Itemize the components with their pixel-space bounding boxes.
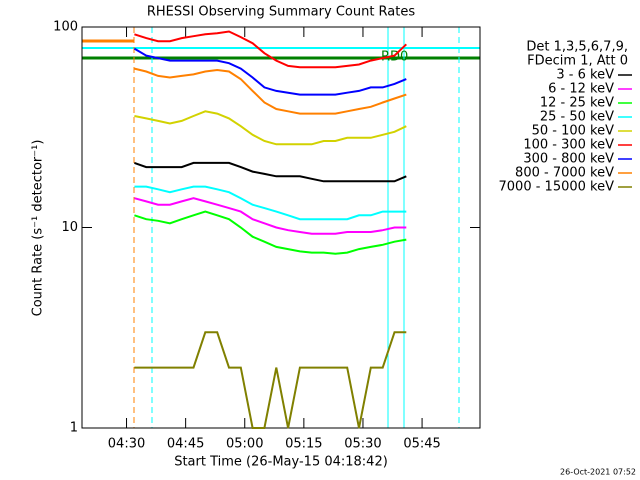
x-tick-label: 05:15	[285, 437, 322, 452]
series-line	[134, 110, 407, 146]
series-line	[133, 47, 407, 96]
legend-label: 800 - 7000 keV	[515, 166, 614, 181]
legend-label: 7000 - 15000 keV	[499, 180, 615, 195]
footer: 26-Oct-2021 07:52	[560, 468, 636, 477]
legend-label: 3 - 6 keV	[556, 68, 614, 83]
x-tick-label: 05:30	[344, 437, 381, 452]
x-tick-label: 05:00	[226, 437, 263, 452]
legend-label: 6 - 12 keV	[548, 82, 614, 97]
series-line	[134, 67, 407, 115]
legend-label: 50 - 100 keV	[532, 124, 615, 139]
y-tick-label: 1	[70, 421, 78, 436]
y-tick-label: 10	[61, 220, 78, 235]
x-tick-label: 04:45	[167, 437, 204, 452]
legend-label: 300 - 800 keV	[523, 152, 614, 167]
x-tick-label: 05:45	[403, 437, 440, 452]
legend-label: 12 - 25 keV	[540, 96, 614, 111]
x-tick-label: 04:30	[108, 437, 145, 452]
series-line	[134, 197, 407, 235]
y-axis-label: Count Rate (s⁻¹ detector⁻¹)	[31, 140, 46, 317]
y-tick-label: 100	[53, 20, 78, 35]
chart-title: RHESSI Observing Summary Count Rates	[147, 5, 416, 20]
series-line	[134, 161, 407, 183]
series-line	[134, 30, 407, 69]
legend-label: 25 - 50 keV	[540, 110, 614, 125]
x-axis-label: Start Time (26-May-15 04:18:42)	[174, 455, 388, 470]
annotation: RD0	[381, 50, 408, 65]
series-line	[134, 185, 407, 221]
legend-header: Det 1,3,5,6,7,9,	[526, 40, 628, 55]
series-line	[134, 210, 407, 255]
legend-label: 100 - 300 keV	[523, 138, 614, 153]
series-line	[134, 331, 407, 429]
legend-header: FDecim 1, Att 0	[527, 54, 628, 69]
